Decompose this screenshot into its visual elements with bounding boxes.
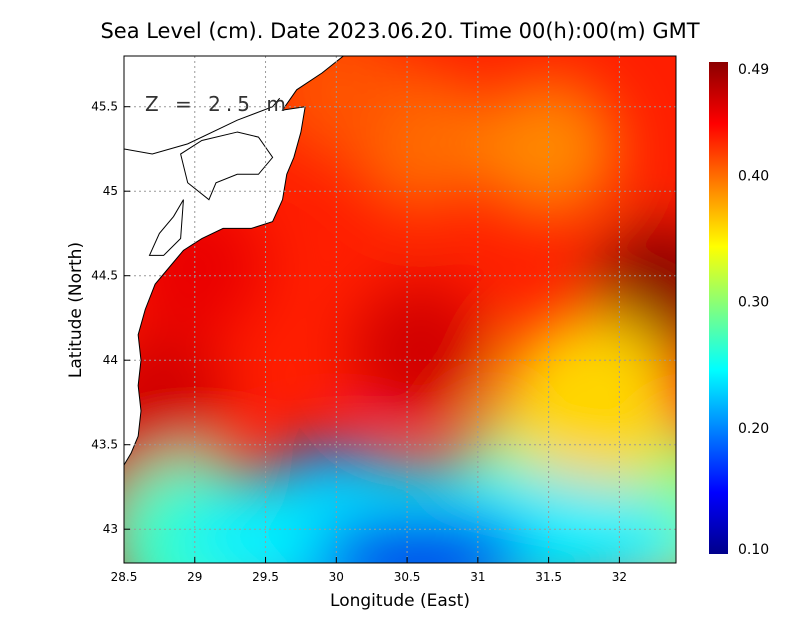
y-tick-label: 45	[103, 184, 118, 198]
y-tick-label: 43.5	[91, 438, 118, 452]
inland-lake-outline	[148, 199, 184, 256]
x-tick-label: 29.5	[252, 570, 279, 584]
colorbar-tick-label: 0.49	[738, 62, 769, 78]
plot-frame	[123, 55, 677, 564]
plot-area	[124, 56, 676, 563]
colorbar-tick-label: 0.10	[738, 542, 769, 558]
colorbar-scale	[709, 62, 728, 554]
y-tick-label: 44	[103, 353, 118, 367]
y-tick-label: 43	[103, 522, 118, 536]
colorbar: 0.10 0.20 0.30 0.40 0.49	[709, 62, 769, 558]
colorbar-tick-label: 0.40	[738, 169, 769, 185]
field-high-blob	[478, 78, 619, 219]
inland-lake-outline	[180, 131, 274, 201]
x-tick-label: 32	[612, 570, 627, 584]
colorbar-ticks: 0.10 0.20 0.30 0.40 0.49	[738, 62, 769, 558]
field-high-blob	[351, 281, 492, 422]
colorbar-tick-label: 0.20	[738, 421, 769, 437]
x-axis: 28.5 29 29.5 30 30.5 31 31.5 32	[111, 557, 627, 584]
grid-lines	[124, 56, 676, 563]
x-tick-label: 31.5	[535, 570, 562, 584]
colorbar-tick-label: 0.30	[738, 295, 769, 311]
x-tick-label: 28.5	[111, 570, 138, 584]
x-axis-label: Longitude (East)	[330, 591, 470, 611]
land-mass	[124, 56, 345, 466]
field-low-core	[311, 514, 532, 563]
x-tick-label: 30.5	[394, 570, 421, 584]
field-mid-blob	[501, 312, 676, 493]
y-axis-label: Latitude (North)	[66, 242, 86, 378]
land-boundary-line	[124, 97, 281, 155]
y-tick-label: 45.5	[91, 100, 118, 114]
x-tick-label: 30	[329, 570, 344, 584]
chart-title: Sea Level (cm). Date 2023.06.20. Time 00…	[100, 19, 699, 43]
y-axis: 43 43.5 44 44.5 45 45.5	[91, 100, 130, 536]
y-tick-label: 44.5	[91, 269, 118, 283]
field-high-blob	[124, 332, 230, 473]
x-tick-label: 31	[470, 570, 485, 584]
field-blobs	[124, 56, 676, 563]
x-tick-label: 29	[187, 570, 202, 584]
depth-annotation: Z = 2.5 m	[145, 92, 291, 116]
